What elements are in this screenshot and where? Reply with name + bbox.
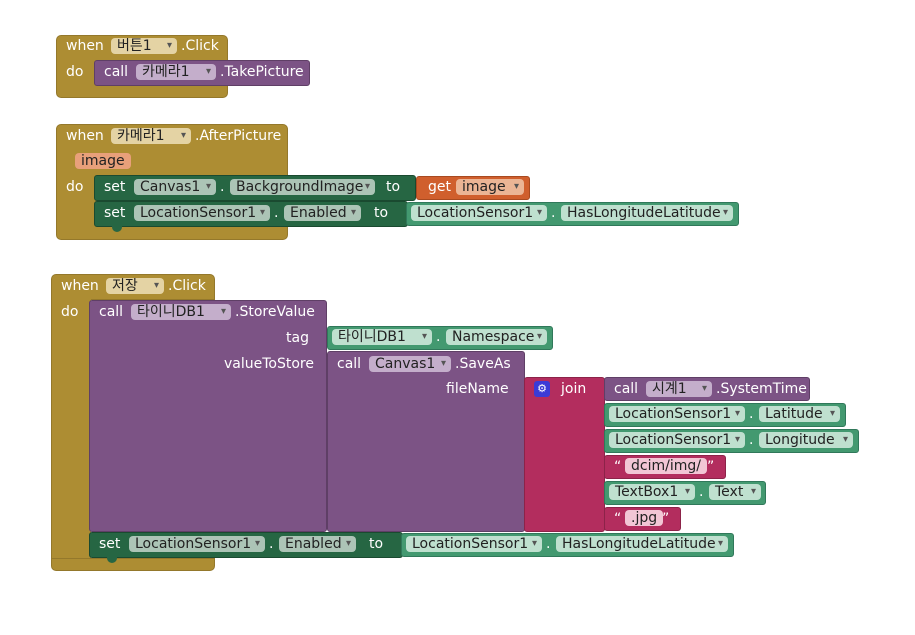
quote-open-label: “ xyxy=(614,511,622,527)
event-name-label: .AfterPicture xyxy=(195,128,282,144)
component-dropdown-tinydb1[interactable]: 타이니DB1 xyxy=(332,329,432,345)
to-label: to xyxy=(369,536,384,552)
set-label: set xyxy=(104,179,126,195)
dot-label: . xyxy=(269,536,274,552)
component-dropdown-button1[interactable]: 버튼1 xyxy=(111,38,177,54)
component-dropdown-camera1[interactable]: 카메라1 xyxy=(136,64,216,80)
call-label: call xyxy=(99,304,124,320)
to-label: to xyxy=(386,179,401,195)
method-name-label: .StoreValue xyxy=(235,304,315,320)
dot-label: . xyxy=(699,484,704,500)
do-label: do xyxy=(66,179,84,195)
method-name-label: .SaveAs xyxy=(455,356,511,372)
component-dropdown-save[interactable]: 저장 xyxy=(106,278,164,294)
component-dropdown-camera1[interactable]: 카메라1 xyxy=(111,128,191,144)
when-label: when xyxy=(61,278,99,294)
do-label: do xyxy=(66,64,84,80)
component-dropdown-location-sensor1[interactable]: LocationSensor1 xyxy=(406,536,542,552)
value-to-store-label: valueToStore xyxy=(224,356,314,372)
text-value-jpg[interactable]: .jpg xyxy=(625,510,664,526)
block-connector-notch xyxy=(112,226,122,232)
dot-label: . xyxy=(546,536,551,552)
component-dropdown-canvas1[interactable]: Canvas1 xyxy=(369,356,451,372)
quote-open-label: “ xyxy=(614,459,622,475)
event-name-label: .Click xyxy=(168,278,206,294)
tag-label: tag xyxy=(286,330,309,346)
method-name-label: .TakePicture xyxy=(220,64,304,80)
event-block-left-rail xyxy=(51,298,91,560)
event-name-label: .Click xyxy=(181,38,219,54)
property-dropdown-latitude[interactable]: Latitude xyxy=(759,406,840,422)
gear-icon[interactable]: ⚙ xyxy=(534,381,550,397)
call-label: call xyxy=(104,64,129,80)
text-value-dcim-img[interactable]: dcim/img/ xyxy=(625,458,707,474)
property-dropdown-text[interactable]: Text xyxy=(709,484,761,500)
variable-dropdown-image[interactable]: image xyxy=(456,179,524,195)
component-dropdown-location-sensor1[interactable]: LocationSensor1 xyxy=(411,205,547,221)
property-dropdown-background-image[interactable]: BackgroundImage xyxy=(230,179,375,195)
to-label: to xyxy=(374,205,389,221)
component-dropdown-tinydb1[interactable]: 타이니DB1 xyxy=(131,304,231,320)
dot-label: . xyxy=(220,179,225,195)
parameter-image[interactable]: image xyxy=(75,153,131,169)
join-label: join xyxy=(561,381,587,397)
quote-close-label: ” xyxy=(662,511,670,527)
get-label: get xyxy=(428,179,451,195)
event-block-bottom xyxy=(51,558,215,571)
call-block-store-value[interactable] xyxy=(89,300,327,532)
set-label: set xyxy=(104,205,126,221)
component-dropdown-location-sensor1[interactable]: LocationSensor1 xyxy=(134,205,270,221)
block-connector-notch xyxy=(107,557,117,563)
dot-label: . xyxy=(436,329,441,345)
component-dropdown-location-sensor1[interactable]: LocationSensor1 xyxy=(129,536,265,552)
property-dropdown-namespace[interactable]: Namespace xyxy=(446,329,547,345)
call-label: call xyxy=(337,356,362,372)
property-dropdown-enabled[interactable]: Enabled xyxy=(284,205,361,221)
when-label: when xyxy=(66,38,104,54)
call-label: call xyxy=(614,381,639,397)
dot-label: . xyxy=(274,205,279,221)
property-dropdown-enabled[interactable]: Enabled xyxy=(279,536,356,552)
dot-label: . xyxy=(749,432,754,448)
component-dropdown-clock1[interactable]: 시계1 xyxy=(646,381,712,397)
quote-close-label: ” xyxy=(707,459,715,475)
property-dropdown-longitude[interactable]: Longitude xyxy=(759,432,853,448)
when-label: when xyxy=(66,128,104,144)
do-label: do xyxy=(61,304,79,320)
dot-label: . xyxy=(551,205,556,221)
component-dropdown-location-sensor1[interactable]: LocationSensor1 xyxy=(609,432,745,448)
join-block[interactable] xyxy=(524,377,605,532)
component-dropdown-location-sensor1[interactable]: LocationSensor1 xyxy=(609,406,745,422)
method-name-label: .SystemTime xyxy=(716,381,807,397)
dot-label: . xyxy=(749,406,754,422)
component-dropdown-canvas1[interactable]: Canvas1 xyxy=(134,179,216,195)
file-name-label: fileName xyxy=(446,381,509,397)
component-dropdown-textbox1[interactable]: TextBox1 xyxy=(609,484,695,500)
property-dropdown-has-longitude-latitude[interactable]: HasLongitudeLatitude xyxy=(561,205,733,221)
property-dropdown-has-longitude-latitude[interactable]: HasLongitudeLatitude xyxy=(556,536,728,552)
set-label: set xyxy=(99,536,121,552)
call-block-save-as[interactable] xyxy=(327,351,525,532)
